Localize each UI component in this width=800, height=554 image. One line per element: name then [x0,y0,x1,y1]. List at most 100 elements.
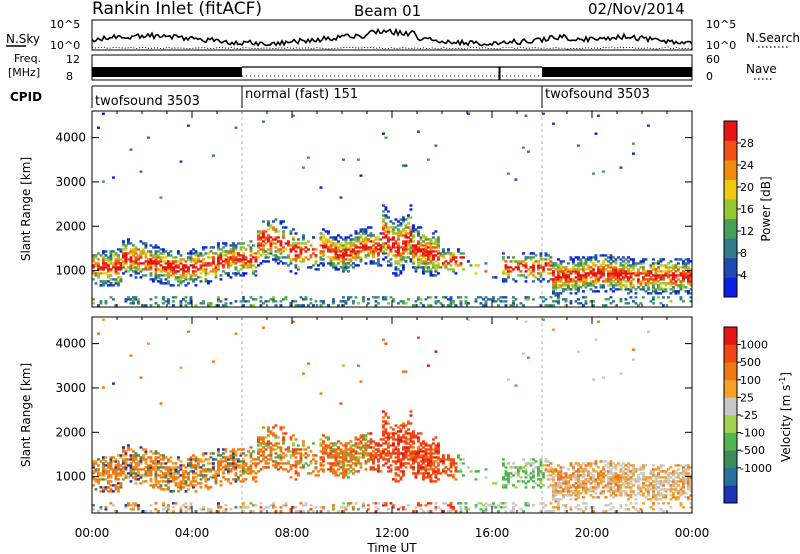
range-gate-cell [132,250,135,253]
range-gate-cell [577,464,580,467]
range-gate-cell [102,272,105,275]
colorbar-tick-label: 4 [740,269,747,282]
range-gate-cell [149,470,153,473]
range-gate-cell [597,482,600,485]
range-gate-cell [312,442,315,445]
range-gate-cell [432,452,435,455]
range-gate-cell [379,238,383,241]
range-gate-cell [224,258,228,261]
range-gate-cell [567,274,570,277]
range-gate-cell [552,284,555,287]
range-gate-cell [624,298,628,301]
range-gate-cell [154,458,158,461]
range-gate-cell [377,260,380,263]
range-gate-cell [232,452,235,455]
range-gate-cell [194,254,198,257]
range-gate-cell [594,484,598,487]
range-gate-cell [144,510,148,513]
range-gate-cell [632,286,635,289]
range-gate-cell [257,256,260,259]
range-gate-cell [302,242,305,245]
range-gate-cell [392,246,395,249]
range-gate-cell [107,470,110,473]
range-gate-cell [154,252,158,255]
range-gate-cell [144,466,148,469]
range-gate-cell [554,282,558,285]
range-gate-cell [262,260,265,263]
range-gate-cell [262,230,265,233]
range-gate-cell [377,470,380,473]
range-gate-cell [452,258,455,261]
range-gate-cell [137,454,140,457]
range-gate-cell [242,478,245,481]
range-gate-cell [389,248,393,251]
range-gate-cell [632,260,635,263]
range-gate-cell [332,450,335,453]
range-gate-cell [577,494,580,497]
range-gate-cell [429,502,433,505]
range-gate-cell [354,230,358,233]
range-gate-cell [334,442,338,445]
range-gate-cell [612,260,615,263]
range-gate-cell [394,460,398,463]
range-gate-cell [617,476,620,479]
range-gate-cell [337,446,340,449]
nsky-tick-top-right: 10^5 [706,18,736,31]
range-gate-cell [164,456,168,459]
range-gate-cell [367,504,370,507]
range-gate-cell [279,252,283,255]
range-gate-cell [199,280,203,283]
range-gate-cell [97,126,100,129]
range-gate-cell [669,288,673,291]
range-gate-cell [382,252,385,255]
range-gate-cell [299,454,303,457]
range-gate-cell [404,430,408,433]
range-gate-cell [234,260,238,263]
range-gate-cell [607,470,610,473]
range-gate-cell [147,474,150,477]
range-gate-cell [417,450,420,453]
range-gate-cell [122,248,125,251]
range-gate-cell [232,260,235,263]
range-gate-cell [602,286,605,289]
range-gate-cell [557,284,560,287]
range-gate-cell [429,270,433,273]
range-gate-cell [184,502,188,505]
range-gate-cell [162,462,165,465]
range-gate-cell [122,466,125,469]
range-gate-cell [302,464,305,467]
range-gate-cell [659,292,663,295]
range-gate-cell [422,478,425,481]
range-gate-cell [367,226,370,229]
range-gate-cell [114,478,118,481]
range-gate-cell [604,290,608,293]
range-gate-cell [399,424,403,427]
range-gate-cell [339,246,343,249]
range-gate-cell [344,266,348,269]
range-gate-cell [394,256,398,259]
range-gate-cell [527,268,530,271]
range-gate-cell [409,238,413,241]
range-gate-cell [657,260,660,263]
range-gate-cell [194,270,198,273]
range-gate-cell [194,266,198,269]
range-gate-cell [654,270,658,273]
range-gate-cell [402,458,405,461]
range-gate-cell [432,264,435,267]
range-gate-cell [244,478,248,481]
range-gate-cell [639,284,643,287]
range-gate-cell [554,288,558,291]
range-gate-cell [492,506,495,509]
range-gate-cell [562,272,565,275]
range-gate-cell [417,452,420,455]
range-gate-cell [102,252,105,255]
range-gate-cell [342,466,345,469]
range-gate-cell [262,452,265,455]
range-gate-cell [269,456,273,459]
range-gate-cell [427,458,430,461]
range-gate-cell [642,262,645,265]
range-gate-cell [279,454,283,457]
range-gate-cell [349,502,353,505]
range-gate-cell [162,296,165,299]
range-gate-cell [102,490,105,493]
